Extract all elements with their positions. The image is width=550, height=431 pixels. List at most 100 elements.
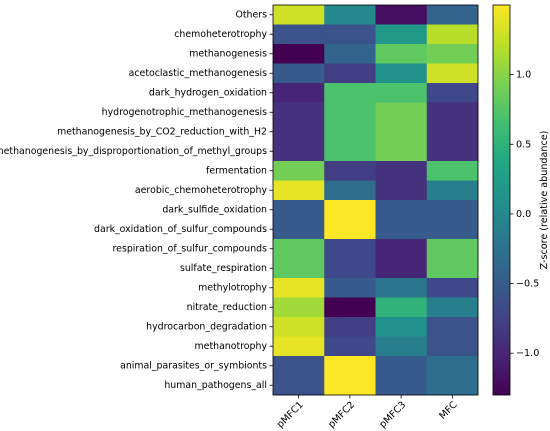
heatmap-cell: [375, 122, 428, 142]
heatmap-cell: [273, 297, 325, 318]
heatmap-cell: [375, 297, 428, 318]
colorbar-tick-label: 0.5: [516, 139, 531, 150]
heatmap-cell: [375, 219, 428, 240]
heatmap-cell: [273, 375, 325, 396]
heatmap-cell: [273, 200, 325, 220]
heatmap-cell: [426, 5, 479, 25]
heatmap-cell: [426, 44, 479, 64]
heatmap-cell: [426, 102, 479, 123]
heatmap-cell: [426, 83, 479, 103]
heatmap-cell: [375, 356, 428, 376]
row-label: Others: [235, 9, 267, 20]
heatmap-cell: [426, 317, 479, 337]
row-label: methanogenesis: [189, 48, 267, 59]
heatmap-cell: [324, 200, 376, 220]
heatmap-cell: [426, 297, 479, 318]
colorbar-tick-label: −0.5: [516, 279, 539, 290]
heatmap-cell: [324, 44, 376, 64]
heatmap-cell: [273, 63, 325, 84]
heatmap-cell: [324, 278, 376, 298]
heatmap-cell: [426, 278, 479, 298]
heatmap-cell: [426, 180, 479, 201]
heatmap-cell: [324, 297, 376, 318]
heatmap-cell: [273, 219, 325, 240]
heatmap-cell: [426, 141, 479, 162]
column-label: pMFC1: [275, 399, 306, 430]
heatmap-cell: [375, 278, 428, 298]
colorbar: −1.0 −0.5 0.0 0.5 1.0 Z-score (relative abun…: [492, 4, 550, 396]
heatmap-cell: [324, 258, 376, 279]
heatmap-cell: [324, 141, 376, 162]
row-label: dark_oxidation_of_sulfur_compounds: [94, 224, 267, 235]
row-label: methanogenesis_by_disproportionation_of_…: [0, 146, 267, 157]
heatmap-cell: [426, 219, 479, 240]
row-label: sulfate_respiration: [180, 263, 267, 274]
heatmap-cell: [324, 102, 376, 123]
heatmap-cell: [375, 141, 428, 162]
column-label: MFC: [437, 399, 459, 421]
heatmap-cell: [375, 317, 428, 337]
heatmap-cell: [273, 5, 325, 25]
colorbar-ticks: −1.0 −0.5 0.0 0.5 1.0: [510, 70, 539, 359]
heatmap-cell: [324, 122, 376, 142]
plot-frame: [272, 4, 479, 396]
heatmap-cell: [426, 239, 479, 259]
heatmap-cell: [324, 239, 376, 259]
heatmap-cell: [273, 24, 325, 45]
column-labels: pMFC1 pMFC2 pMFC3 MFC: [275, 395, 460, 430]
heatmap-cell: [324, 336, 376, 357]
heatmap-cell: [375, 44, 428, 64]
heatmap-cell: [426, 63, 479, 84]
heatmap-cell: [273, 102, 325, 123]
heatmap-cell: [324, 83, 376, 103]
heatmap-cell: [324, 161, 376, 181]
row-label: hydrogenotrophic_methanogenesis: [102, 107, 267, 118]
row-label: respiration_of_sulfur_compounds: [113, 243, 268, 254]
heatmap-cell: [273, 122, 325, 142]
heatmap-cell: [324, 219, 376, 240]
row-label: nitrate_reduction: [187, 302, 267, 313]
column-label: pMFC3: [377, 399, 408, 430]
heatmap-cell: [324, 180, 376, 201]
heatmap-cell: [375, 200, 428, 220]
heatmap-cell: [324, 317, 376, 337]
heatmap-cell: [324, 24, 376, 45]
row-labels: Others chemoheterotrophy methanogenesis ace…: [0, 9, 273, 391]
colorbar-tick-label: −1.0: [516, 348, 539, 359]
row-label: aerobic_chemoheterotrophy: [135, 185, 268, 196]
heatmap-cell: [273, 83, 325, 103]
row-label: dark_sulfide_oxidation: [162, 204, 267, 215]
colorbar-gradient: [492, 4, 511, 396]
heatmap-cell: [273, 278, 325, 298]
heatmap-cell: [375, 336, 428, 357]
colorbar-tick-label: 1.0: [516, 70, 531, 81]
heatmap-cell: [324, 375, 376, 396]
row-label: acetoclastic_methanogenesis: [129, 68, 267, 79]
heatmap-cell: [273, 258, 325, 279]
row-label: hydrocarbon_degradation: [146, 321, 267, 332]
heatmap-cell: [375, 375, 428, 396]
heatmap-cell: [375, 5, 428, 25]
heatmap-cell: [375, 83, 428, 103]
heatmap-cell: [426, 200, 479, 220]
row-label: animal_parasites_or_symbionts: [120, 360, 267, 371]
heatmap-cell: [273, 44, 325, 64]
row-label: methanotrophy: [195, 341, 268, 352]
heatmap-cell: [375, 161, 428, 181]
heatmap-cell: [426, 24, 479, 45]
colorbar-tick-label: 0.0: [516, 209, 531, 220]
row-label: methylotrophy: [198, 282, 267, 293]
heatmap-cell: [426, 258, 479, 279]
heatmap-cell: [273, 356, 325, 376]
heatmap-cell: [375, 24, 428, 45]
heatmap-cell: [426, 161, 479, 181]
row-label: dark_hydrogen_oxidation: [149, 87, 267, 98]
row-label: methanogenesis_by_CO2_reduction_with_H2: [57, 126, 267, 137]
heatmap-cell: [426, 336, 479, 357]
heatmap-cell: [375, 180, 428, 201]
heatmap-cell: [375, 258, 428, 279]
heatmap-cell: [426, 375, 479, 396]
heatmap-cell: [273, 239, 325, 259]
column-label: pMFC2: [326, 399, 357, 430]
